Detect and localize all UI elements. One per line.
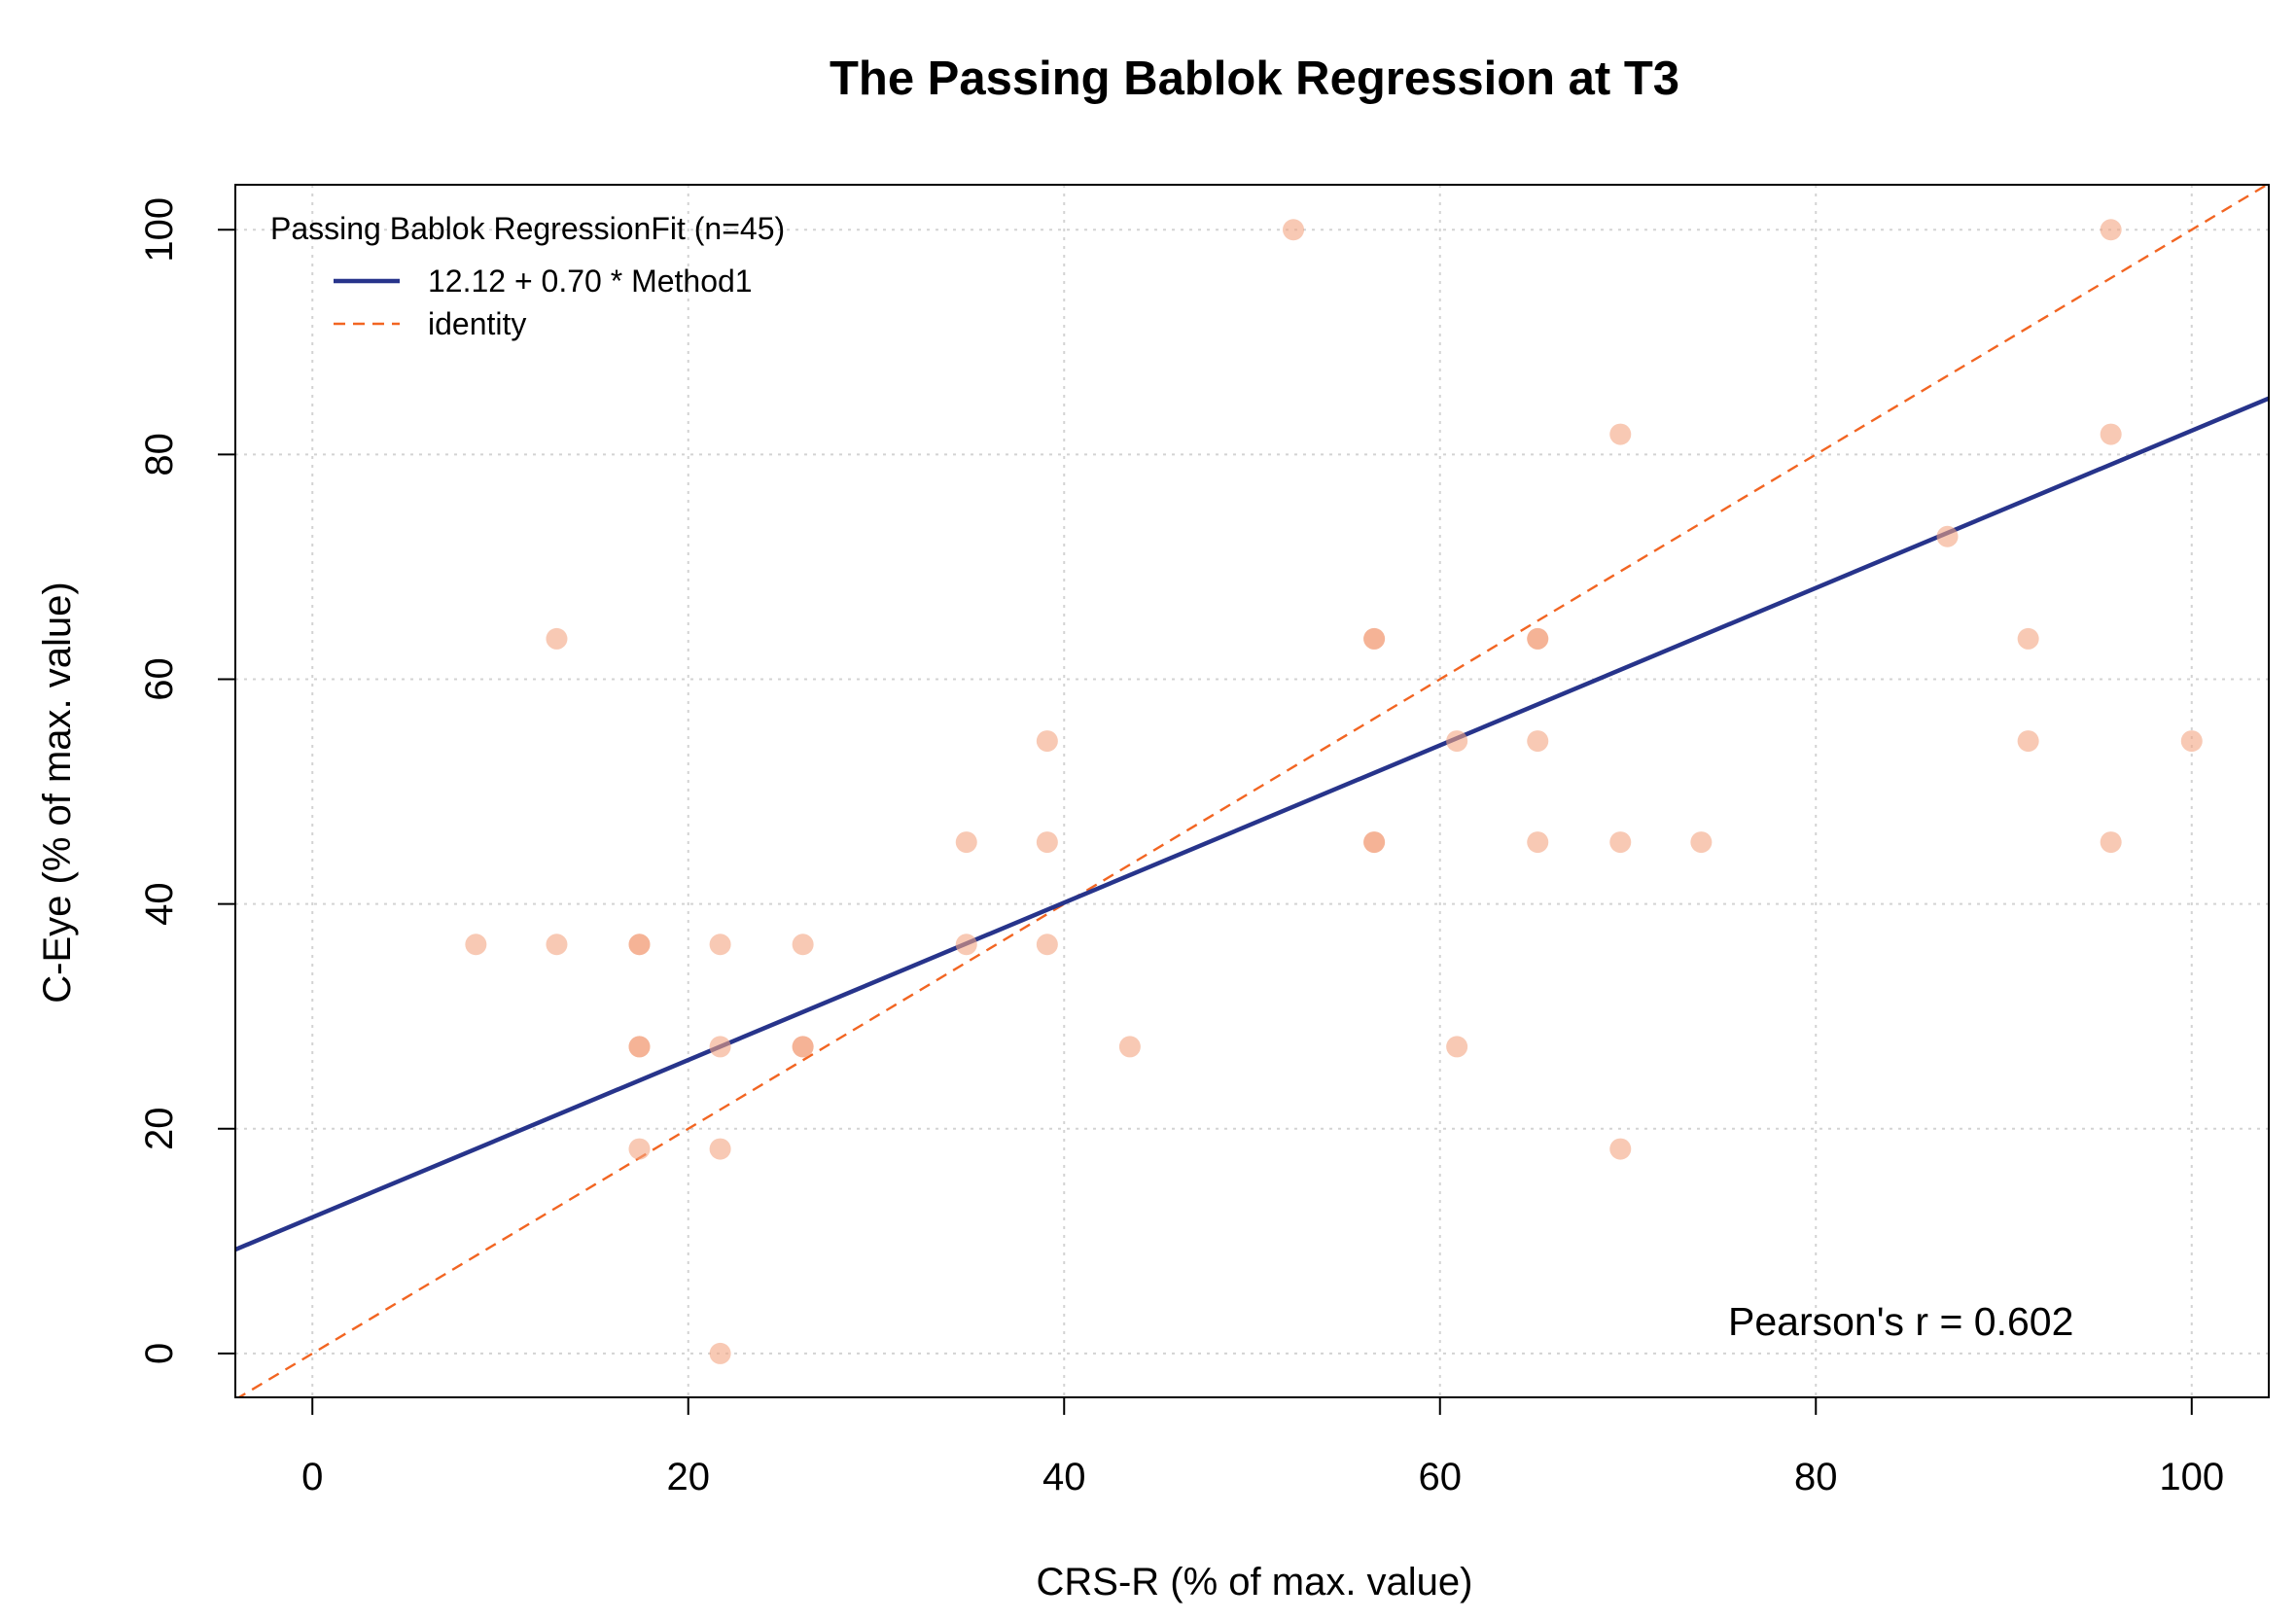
- data-point: [1118, 1036, 1141, 1058]
- data-point: [1363, 627, 1386, 650]
- data-point: [2017, 627, 2039, 650]
- data-point: [1527, 627, 1549, 650]
- data-point: [628, 1138, 651, 1160]
- grid: [235, 185, 2269, 1397]
- x-tick-label: 40: [1042, 1456, 1086, 1498]
- x-tick-label: 20: [666, 1456, 710, 1498]
- data-point: [546, 627, 568, 650]
- data-point: [709, 1342, 731, 1364]
- data-point: [1283, 219, 1305, 241]
- data-point: [1446, 730, 1468, 753]
- data-point: [546, 934, 568, 956]
- y-tick-label: 80: [138, 433, 181, 476]
- data-point: [1036, 831, 1058, 854]
- x-axis: 0 20 40 60 80 100: [301, 1396, 2224, 1498]
- data-point: [1363, 831, 1386, 854]
- data-point: [955, 934, 977, 956]
- data-point: [1036, 934, 1058, 956]
- legend-entry-identity: identity: [428, 306, 526, 341]
- data-point: [955, 831, 977, 854]
- x-tick-label: 60: [1419, 1456, 1463, 1498]
- data-point: [792, 1036, 814, 1058]
- data-point: [628, 934, 651, 956]
- data-point: [1609, 831, 1632, 854]
- chart-title: The Passing Bablok Regression at T3: [830, 53, 1679, 105]
- x-tick-label: 0: [301, 1456, 323, 1498]
- data-points: [465, 219, 2203, 1364]
- x-tick-label: 100: [2159, 1456, 2224, 1498]
- regression-lines: [235, 185, 2269, 1397]
- data-point: [709, 1036, 731, 1058]
- pearson-annotation: Pearson's r = 0.602: [1728, 1299, 2073, 1344]
- data-point: [1446, 1036, 1468, 1058]
- y-tick-label: 20: [138, 1108, 181, 1151]
- data-point: [2180, 730, 2203, 753]
- data-point: [2100, 423, 2122, 445]
- y-tick-label: 100: [138, 197, 181, 263]
- x-tick-label: 80: [1794, 1456, 1838, 1498]
- data-point: [2100, 219, 2122, 241]
- data-point: [792, 934, 814, 956]
- data-point: [1609, 423, 1632, 445]
- legend: Passing Bablok RegressionFit (n=45) 12.1…: [270, 211, 785, 341]
- fit-line: [235, 396, 2269, 1252]
- data-point: [709, 934, 731, 956]
- data-point: [2100, 831, 2122, 854]
- legend-title: Passing Bablok RegressionFit (n=45): [270, 211, 785, 246]
- data-point: [1690, 831, 1713, 854]
- x-axis-label: CRS-R (% of max. value): [1037, 1561, 1473, 1603]
- data-point: [1609, 1138, 1632, 1160]
- y-tick-label: 0: [138, 1343, 181, 1364]
- data-point: [2017, 730, 2039, 753]
- y-tick-label: 60: [138, 657, 181, 701]
- identity-line: [236, 185, 2269, 1397]
- y-tick-label: 40: [138, 882, 181, 926]
- data-point: [1936, 525, 1959, 547]
- data-point: [709, 1138, 731, 1160]
- data-point: [628, 1036, 651, 1058]
- data-point: [1527, 831, 1549, 854]
- legend-entry-fit: 12.12 + 0.70 * Method1: [428, 264, 753, 299]
- data-point: [1527, 730, 1549, 753]
- y-axis: 0 20 40 60 80 100: [138, 197, 236, 1364]
- data-point: [1036, 730, 1058, 753]
- y-axis-label: C-Eye (% of max. value): [36, 581, 79, 1003]
- data-point: [465, 934, 487, 956]
